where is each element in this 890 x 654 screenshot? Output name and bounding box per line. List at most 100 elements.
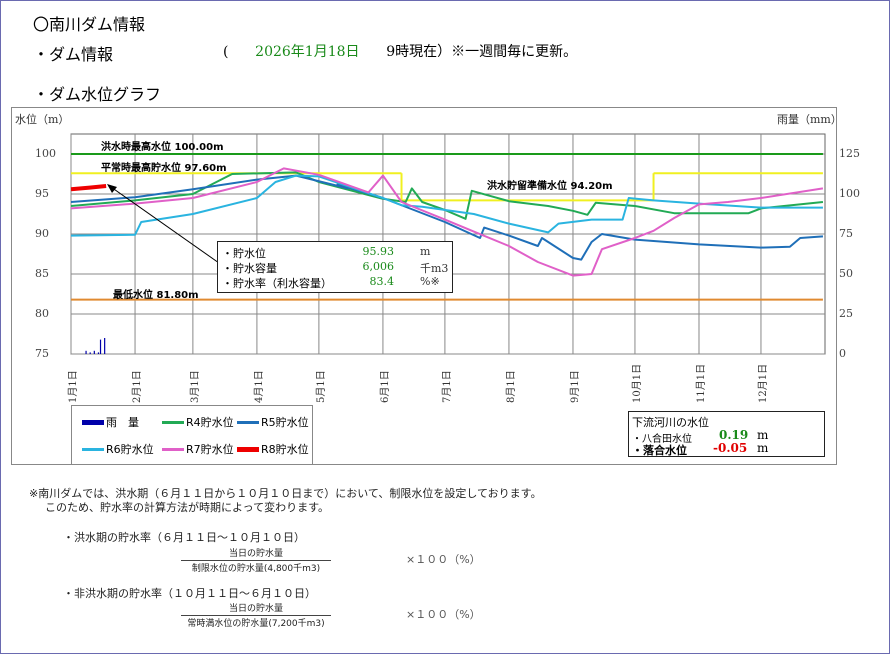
y2-tick-label: 0 xyxy=(839,347,846,360)
legend-swatch xyxy=(162,447,184,451)
status-row-volume: ・貯水容量 6,006 千m3 xyxy=(222,260,452,275)
legend-label: 雨 量 xyxy=(106,416,139,429)
y-tick-label: 80 xyxy=(35,307,49,320)
x-tick-label: 1月1日 xyxy=(68,370,79,403)
arrow-head-icon xyxy=(107,184,117,193)
legend-r7: R7貯水位 xyxy=(162,441,234,457)
x-tick-label: 7月1日 xyxy=(441,370,453,403)
update-rest: 9時現在）※一週間毎に更新。 xyxy=(386,44,578,60)
status-value: 6,006 xyxy=(362,260,395,273)
series-line-R6貯水位 xyxy=(70,174,823,237)
river-value: -0.05 xyxy=(713,441,748,455)
update-info: ( 2026年1月18日 9時現在）※一週間毎に更新。 xyxy=(223,41,577,61)
legend-label: R8貯水位 xyxy=(261,443,309,456)
note-line1: ※南川ダムでは、洪水期（６月１１日から１０月１０日まで）において、制限水位を設定… xyxy=(29,487,542,500)
y-tick-label: 95 xyxy=(35,187,49,200)
downstream-river-box: 下流河川の水位 ・八合田水位 0.19 m ・落合水位 -0.05 m xyxy=(628,411,825,457)
series-line-R5貯水位 xyxy=(70,174,824,261)
update-date: 2026年1月18日 xyxy=(255,44,360,60)
reference-line-label: 洪水時最高水位 100.00m xyxy=(101,142,224,153)
x-tick-label: 5月1日 xyxy=(315,370,327,403)
x-tick-label: 6月1日 xyxy=(379,370,391,403)
river-unit: m xyxy=(757,428,769,442)
current-status-box: ・貯水位 95.93 m ・貯水容量 6,006 千m3 ・貯水率（利水容量） 83.4%… xyxy=(217,241,453,293)
y2-tick-label: 50 xyxy=(839,267,853,280)
legend-label: R4貯水位 xyxy=(186,416,234,429)
status-row-level: ・貯水位 95.93 m xyxy=(222,245,452,260)
reference-line-label: 最低水位 81.80m xyxy=(113,290,199,301)
reference-line-label: 平常時最高貯水位 97.60m xyxy=(101,163,227,174)
nonflood-rate-title: ・非洪水期の貯水率（１０月１１日～６月１０日） xyxy=(63,587,316,600)
y2-tick-label: 125 xyxy=(839,147,860,160)
rain-bar xyxy=(89,352,91,354)
note-line2: このため、貯水率の計算方法が時期によって変わります。 xyxy=(45,501,330,514)
rain-bar xyxy=(99,339,102,354)
legend-swatch xyxy=(82,419,104,425)
status-unit: %※ xyxy=(420,275,440,288)
x-tick-label: 11月1日 xyxy=(695,363,707,403)
nonflood-rate-numerator: 当日の貯水量 xyxy=(181,601,331,616)
rain-bar xyxy=(93,350,95,354)
x-tick-label: 4月1日 xyxy=(253,370,265,403)
x-tick-label: 10月1日 xyxy=(631,363,643,403)
x-tick-label: 3月1日 xyxy=(189,370,201,403)
rain-bar xyxy=(104,338,106,354)
y-tick-label: 90 xyxy=(35,227,49,240)
series-line-R7貯水位 xyxy=(70,167,824,277)
status-value: 95.93 xyxy=(362,245,395,258)
legend-swatch xyxy=(237,446,259,452)
graph-heading: ・ダム水位グラフ xyxy=(33,85,162,104)
x-tick-label: 2月1日 xyxy=(132,370,144,403)
legend-rain: 雨 量 xyxy=(82,414,139,430)
status-label: ・貯水容量 xyxy=(222,262,277,275)
legend-label: R7貯水位 xyxy=(186,443,234,456)
river-label: ・落合水位 xyxy=(632,444,687,457)
flood-rate-multiplier: ×１００（%） xyxy=(406,553,481,566)
legend-swatch xyxy=(82,447,104,451)
flood-rate-title: ・洪水期の貯水率（６月１１日～１０月１０日） xyxy=(63,531,305,544)
status-label: ・貯水位 xyxy=(222,247,266,260)
series-line-R8貯水位 xyxy=(70,184,107,192)
status-unit: m xyxy=(420,245,431,258)
status-row-rate: ・貯水率（利水容量） 83.4 %※ xyxy=(222,275,452,290)
legend-r4: R4貯水位 xyxy=(162,414,234,430)
rain-bar xyxy=(85,350,87,354)
nonflood-rate-denominator: 常時満水位の貯水量(7,200千m3) xyxy=(187,619,325,629)
y-tick-label: 75 xyxy=(35,347,49,360)
update-open: ( xyxy=(223,44,229,60)
flood-rate-denominator: 制限水位の貯水量(4,800千m3) xyxy=(191,564,321,574)
river-value: 0.19 xyxy=(719,428,749,442)
nonflood-rate-multiplier: ×１００（%） xyxy=(406,608,481,621)
status-unit: 千m3 xyxy=(420,262,449,275)
x-tick-label: 12月1日 xyxy=(757,363,769,403)
y-axis-label: 水位（m） xyxy=(15,113,70,126)
y2-tick-label: 25 xyxy=(839,307,853,320)
y2-tick-label: 75 xyxy=(839,227,853,240)
y2-tick-label: 100 xyxy=(839,187,860,200)
legend-label: R5貯水位 xyxy=(261,416,309,429)
chart-frame xyxy=(11,107,837,465)
page-title: 〇南川ダム情報 xyxy=(33,15,146,34)
y2-axis-label: 雨量（mm） xyxy=(777,113,842,126)
chart-legend: 雨 量 R4貯水位 R5貯水位 R6貯水位 R7貯水位 R8貯水位 xyxy=(71,405,313,465)
y-tick-label: 100 xyxy=(35,147,56,160)
status-label: ・貯水率（利水容量） xyxy=(222,277,332,290)
status-value: 83.4 xyxy=(369,275,395,288)
reference-line-label: 洪水貯留準備水位 94.20m xyxy=(487,181,613,192)
callout-arrow xyxy=(110,186,220,264)
legend-r8: R8貯水位 xyxy=(237,441,309,457)
river-title: 下流河川の水位 xyxy=(632,416,709,429)
legend-label: R6貯水位 xyxy=(106,443,154,456)
river-label: ・八合田水位 xyxy=(632,434,692,445)
legend-r6: R6貯水位 xyxy=(82,441,154,457)
legend-swatch xyxy=(237,420,259,424)
legend-swatch xyxy=(162,420,184,424)
y-tick-label: 85 xyxy=(35,267,49,280)
dam-info-heading: ・ダム情報 xyxy=(33,45,114,64)
rain-bar xyxy=(97,352,100,354)
river-unit: m xyxy=(757,441,769,455)
legend-r5: R5貯水位 xyxy=(237,414,309,430)
x-tick-label: 8月1日 xyxy=(505,370,517,403)
x-tick-label: 9月1日 xyxy=(569,370,581,403)
